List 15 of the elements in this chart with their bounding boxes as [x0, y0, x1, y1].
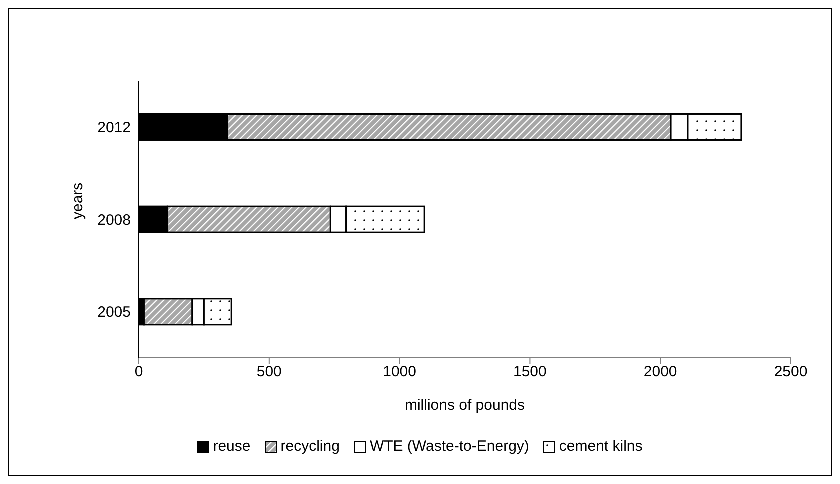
x-tick-label: 2500: [774, 364, 808, 381]
legend-label: cement kilns: [558, 438, 643, 455]
legend-label: WTE (Waste-to-Energy): [368, 438, 530, 455]
x-tick-label: 1000: [383, 364, 416, 381]
x-tick-label: 500: [256, 364, 282, 381]
y-tick-label: 2005: [98, 304, 131, 322]
x-tick-label: 2000: [644, 364, 678, 381]
legend-label: recycling: [280, 438, 340, 455]
x-axis-title: millions of pounds: [404, 397, 526, 414]
x-tick-label: 1500: [514, 364, 547, 381]
y-tick-label: 2012: [98, 119, 131, 136]
y-tick-label: 2008: [98, 212, 131, 229]
legend-label: reuse: [212, 438, 251, 455]
x-tick-label: 0: [134, 364, 144, 381]
y-axis-title: years: [69, 182, 86, 220]
